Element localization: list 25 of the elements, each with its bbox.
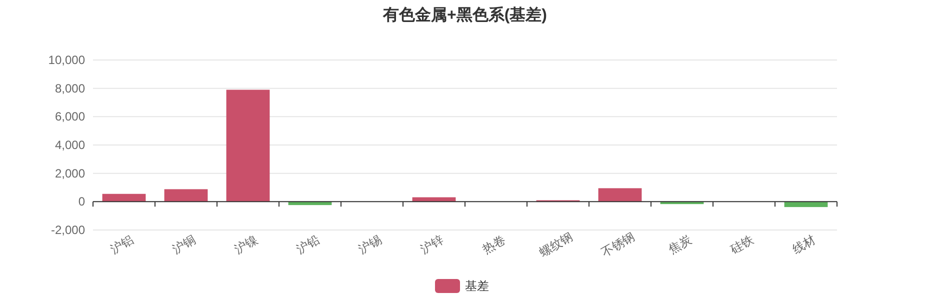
y-tick-label: 6,000 (54, 110, 86, 124)
chart-title: 有色金属+黑色系(基差) (382, 6, 547, 24)
y-tick-label: 4,000 (54, 138, 86, 152)
y-tick-label: -2,000 (50, 223, 86, 237)
bar (784, 202, 828, 208)
x-tick-label: 热卷 (480, 232, 508, 257)
x-tick-label: 沪锌 (418, 232, 446, 257)
x-tick-label: 焦炭 (666, 232, 694, 257)
y-tick-label: 2,000 (54, 166, 86, 180)
x-tick-label: 沪铅 (294, 232, 322, 257)
x-tick-label: 沪锡 (356, 232, 384, 257)
y-tick-label: 8,000 (54, 81, 86, 96)
x-tick-label: 线材 (790, 232, 818, 257)
x-tick-label: 沪铜 (170, 232, 198, 257)
legend-label: 基差 (465, 279, 489, 293)
x-tick-label: 沪铝 (108, 232, 136, 257)
x-tick-label: 沪镍 (232, 232, 260, 257)
bar (226, 90, 270, 202)
x-tick-label: 硅铁 (727, 232, 756, 258)
bar (164, 189, 208, 202)
y-tick-label: 0 (78, 194, 86, 209)
x-tick-label: 不锈钢 (598, 229, 638, 260)
bar (598, 188, 642, 202)
y-tick-label: 10,000 (48, 53, 86, 67)
x-tick-label: 螺纹钢 (536, 229, 576, 260)
